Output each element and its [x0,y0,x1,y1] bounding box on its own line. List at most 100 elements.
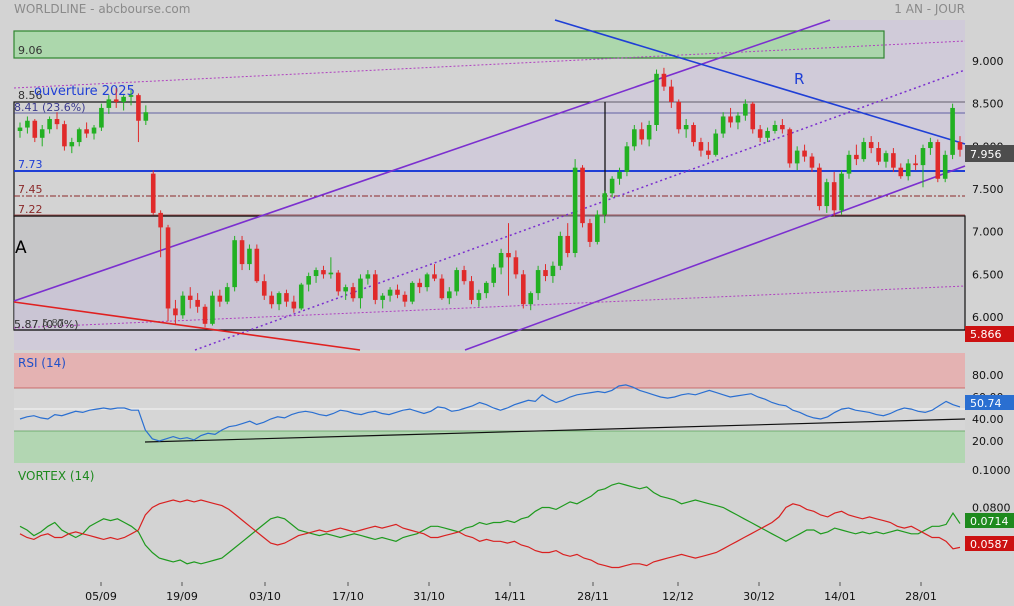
date-axis: 05/09 19/09 03/10 17/10 31/10 14/11 28/11 12/12… [85,582,937,603]
candle-body [239,240,245,265]
candle [802,144,807,162]
candle-body [99,107,104,128]
candle [276,291,282,311]
candle-body [158,212,163,228]
candle [602,190,608,224]
candle-body [743,103,748,116]
candle-body [935,142,941,179]
candle [321,265,326,279]
candle [846,150,852,179]
candle [476,289,482,307]
candle [543,264,548,282]
channel-middle-dotted [194,69,966,351]
candle [239,235,245,271]
channel-lower-line [464,165,966,351]
candle-body [306,276,311,285]
support-red-line [13,301,361,351]
candle [535,265,541,300]
candle-body [513,257,519,275]
candle [54,112,60,130]
candle-body [365,274,371,279]
candle-body [632,129,637,147]
candle-body [772,125,778,131]
candle [498,248,504,275]
candle-body [558,235,563,266]
candle [624,142,630,177]
candle [432,264,437,282]
candle [113,88,119,108]
vortex-tick-label: 0.0800 [972,502,1011,515]
candle-body [150,173,156,213]
candle [935,139,941,183]
vortex-minus-tag [965,536,1014,551]
candle [491,264,497,288]
candle [91,125,97,140]
candle [210,291,215,326]
candle [454,267,459,296]
candle [595,210,600,245]
chart-period: 1 AN - JOUR [894,2,965,16]
candle-body [136,95,141,121]
candle [772,120,778,134]
candle [106,95,112,114]
candle-body [380,295,385,300]
candle-body [69,142,75,147]
annotation-ouverture: ouverture 2025 [34,84,135,99]
candle-body [417,282,422,288]
candle [350,282,356,302]
candle-body [91,127,97,134]
candle [439,274,445,300]
rsi-series-line [19,384,961,442]
rsi-oversold-zone [14,431,965,463]
candle-body [284,293,289,302]
candle-body [402,294,408,302]
candle-body [321,270,326,275]
date-tick-label: 28/11 [577,590,609,603]
candle-body [39,129,45,138]
price-tick-label: 9.000 [972,55,1004,68]
rsi-value-tag [965,395,1014,410]
candle [150,170,156,215]
candle-body [580,167,585,224]
candle-body [950,107,955,155]
candle [920,144,926,188]
price-tick-label: 7.000 [972,226,1004,239]
candle [365,270,371,285]
candle-body [706,150,711,155]
candle-body [521,274,526,305]
candle-body [913,163,918,166]
candle [513,250,519,279]
level-label-7-73: 7.73 [18,158,43,171]
candle-body [491,267,497,283]
candle-body [654,73,659,125]
candle [654,69,659,131]
candle [861,137,867,162]
candle [839,170,844,215]
candle [284,289,289,307]
candle-body [824,182,830,207]
candle [765,127,770,143]
candle-body [535,270,541,294]
candle [217,289,223,307]
candle-body [350,287,356,299]
candle [706,142,711,160]
candle [609,176,615,198]
lower-dotted-line [13,285,966,329]
candle [461,265,467,285]
date-tick-label: 31/10 [413,590,445,603]
candle-body [47,119,52,130]
candle-body [528,293,534,305]
candle [661,67,667,91]
date-tick-label: 19/09 [166,590,198,603]
candle [25,116,30,134]
candle [617,167,622,185]
candle [483,281,489,299]
candle [128,90,134,106]
date-tick-label: 03/10 [249,590,281,603]
candle-body [713,133,719,155]
candle-body [920,148,926,166]
candle [794,146,800,171]
candle [17,122,23,138]
candle [669,79,674,108]
